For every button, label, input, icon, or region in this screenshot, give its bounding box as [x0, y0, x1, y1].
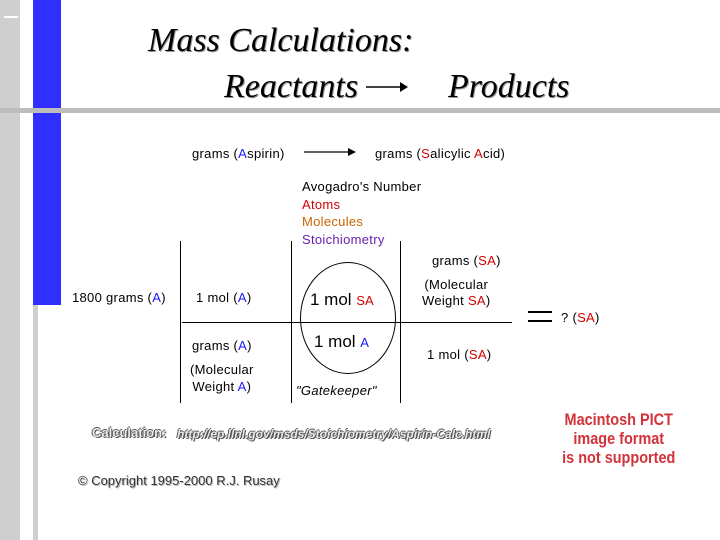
col1-note: (Molecular Weight A): [190, 361, 254, 395]
slide-title-products: Products: [448, 68, 570, 105]
col1-note-line2: Weight A): [192, 379, 252, 394]
equals-sign-bottom: [528, 320, 552, 322]
calculation-label: Calculation:: [92, 425, 167, 440]
col3-numerator-line1: (Molecular: [424, 277, 489, 292]
pict-unsupported-notice: Macintosh PICT image format is not suppo…: [555, 410, 683, 467]
col3-denominator: 1 mol (SA): [427, 347, 492, 362]
start-quantity: 1800 grams (A): [72, 290, 166, 305]
col1-numerator: 1 mol (A): [196, 290, 252, 305]
flow-left-label: grams (Aspirin): [192, 146, 285, 161]
title-divider-line: [0, 108, 720, 113]
corner-mark: [4, 16, 18, 18]
pict-line2: image format: [573, 429, 665, 448]
sidebar-gray-bar: [0, 0, 20, 540]
calculation-link[interactable]: http://ep.llnl.gov/msds/Stoichiometry/As…: [177, 427, 491, 441]
flow-right-label: grams (Salicylic Acid): [375, 146, 506, 161]
sidebar-blue-bar: [33, 0, 61, 305]
slide-title-reactants: Reactants: [224, 68, 359, 105]
result-value: ? (SA): [561, 310, 600, 325]
col3-header: grams (SA): [432, 253, 501, 268]
legend-list: Avogadro's Number Atoms Molecules Stoich…: [302, 178, 421, 248]
pict-line3: is not supported: [562, 448, 676, 467]
title-arrow-icon: [366, 82, 408, 92]
col1-note-line1: (Molecular: [190, 362, 254, 377]
grid-divider-1: [180, 241, 181, 403]
flow-arrow-icon: [304, 148, 356, 156]
equals-sign-top: [528, 311, 552, 313]
legend-molecules: Molecules: [302, 214, 364, 229]
col1-denominator: grams (A): [192, 338, 252, 353]
pict-line1: Macintosh PICT: [564, 410, 673, 429]
slide-title-line1: Mass Calculations:: [148, 22, 414, 59]
legend-avogadro: Avogadro's Number: [302, 179, 422, 194]
col3-numerator: (Molecular Weight SA): [422, 277, 491, 309]
col3-numerator-line2: Weight SA): [422, 293, 491, 308]
gatekeeper-oval: [300, 262, 396, 374]
copyright-text: © Copyright 1995-2000 R.J. Rusay: [78, 473, 280, 488]
col2-numerator: 1 mol SA: [310, 290, 374, 309]
gatekeeper-label: "Gatekeeper": [296, 383, 377, 398]
legend-atoms: Atoms: [302, 196, 341, 212]
legend-stoichiometry: Stoichiometry: [302, 231, 385, 247]
col2-denominator: 1 mol A: [314, 332, 369, 351]
sidebar-white-gap: [20, 0, 33, 540]
